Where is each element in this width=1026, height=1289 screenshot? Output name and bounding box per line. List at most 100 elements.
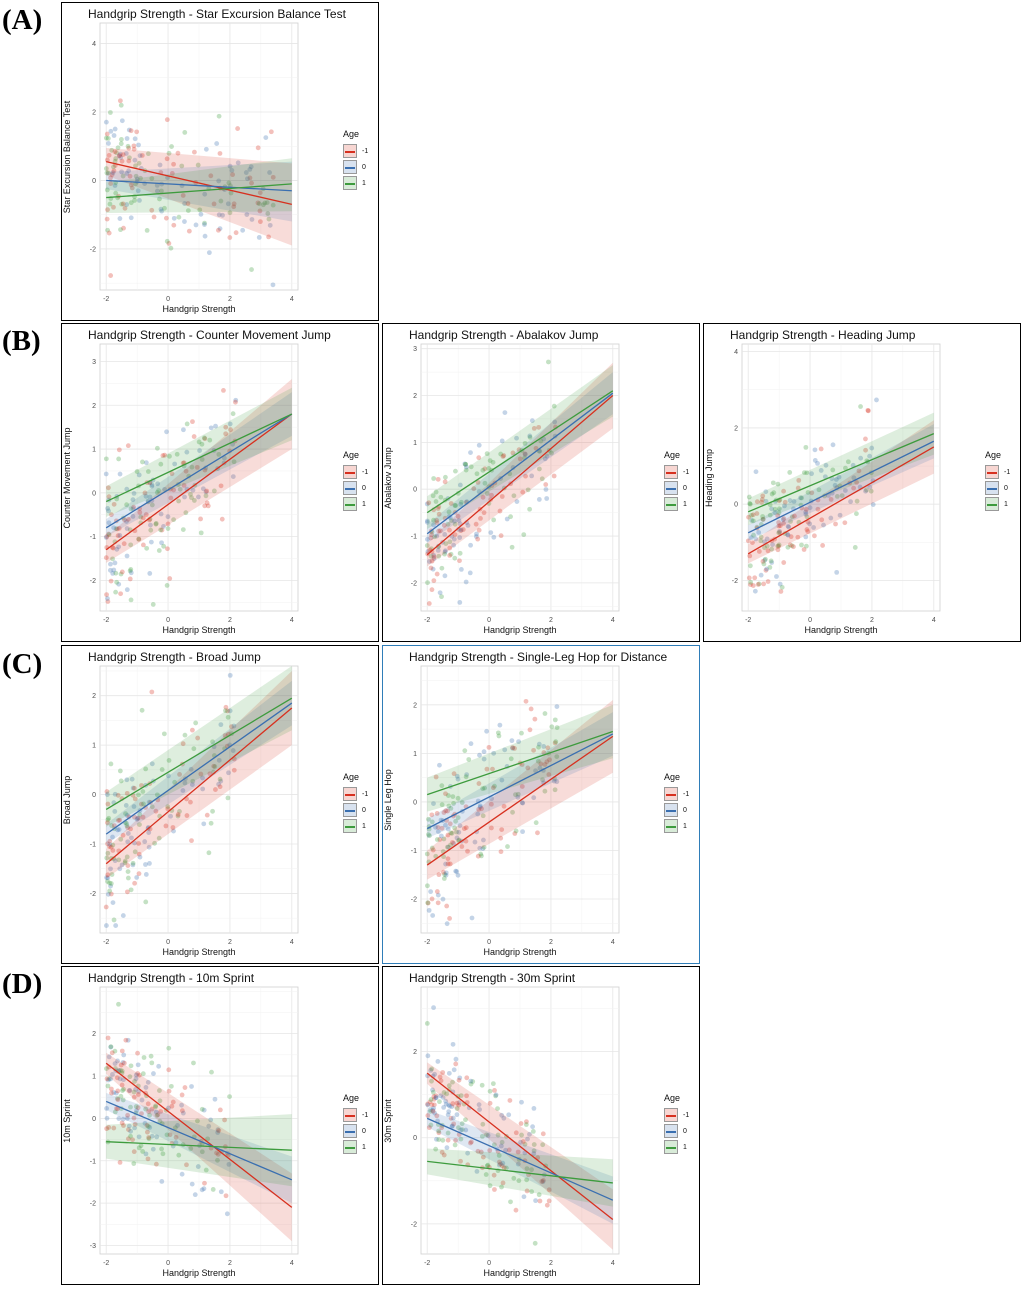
scatter-point [435, 1059, 441, 1064]
scatter-point [128, 1104, 133, 1110]
scatter-point [140, 459, 145, 465]
y-tick-label: -2 [90, 578, 96, 585]
scatter-point [131, 1115, 137, 1121]
scatter-point [107, 838, 113, 844]
scatter-point [180, 193, 186, 198]
scatter-point [804, 527, 810, 532]
y-tick-label: 0 [413, 799, 417, 806]
scatter-point [424, 501, 430, 507]
scatter-point [446, 1109, 452, 1115]
scatter-point [792, 513, 797, 519]
scatter-point [185, 201, 191, 206]
scatter-point [256, 201, 262, 207]
scatter-point [144, 227, 150, 233]
scatter-point [747, 501, 753, 507]
scatter-point [428, 553, 434, 559]
scatter-point [132, 796, 138, 802]
scatter-point [828, 515, 834, 521]
scatter-point [459, 499, 464, 505]
scatter-point [249, 267, 254, 272]
scatter-point [171, 215, 177, 221]
scatter-point [126, 1127, 131, 1132]
scatter-point [772, 510, 778, 515]
scatter-point [159, 1179, 165, 1184]
scatter-point [188, 1146, 194, 1151]
scatter-point [775, 513, 781, 519]
scatter-point [454, 1100, 460, 1106]
scatter-point [552, 740, 558, 746]
regression-line-age--1 [105, 707, 293, 865]
scatter-point [479, 806, 484, 812]
scatter-point [120, 1116, 126, 1122]
x-tick-label: -2 [103, 939, 109, 946]
scatter-point [192, 1192, 198, 1198]
scatter-point [750, 518, 756, 524]
legend-key [343, 481, 357, 495]
scatter-point [132, 880, 138, 886]
scatter-point [447, 539, 453, 545]
scatter-point [203, 1167, 209, 1173]
scatter-point [112, 158, 118, 164]
scatter-point [746, 494, 752, 500]
scatter-point [180, 741, 186, 747]
scatter-point [203, 493, 209, 499]
scatter-point [449, 518, 454, 524]
scatter-point [528, 706, 534, 712]
scatter-point [514, 435, 519, 441]
legend-item: 1 [343, 1139, 368, 1155]
scatter-point [172, 779, 178, 785]
scatter-point [805, 529, 811, 534]
scatter-point [132, 814, 137, 820]
scatter-point [424, 851, 430, 857]
legend-key [343, 497, 357, 511]
y-tick-label: -2 [90, 1201, 96, 1208]
scatter-point [441, 836, 447, 842]
scatter-point [106, 1076, 112, 1082]
scatter-point [228, 427, 233, 433]
scatter-point [447, 1103, 453, 1109]
scatter-point [431, 1105, 436, 1111]
scatter-point [176, 214, 182, 220]
legend-item: 0 [343, 1123, 368, 1139]
scatter-point [531, 426, 537, 431]
scatter-point [487, 1100, 493, 1106]
scatter-point [161, 524, 166, 529]
scatter-point [772, 506, 778, 512]
scatter-point [434, 533, 440, 539]
legend-item: 1 [664, 818, 689, 834]
scatter-point [181, 427, 186, 433]
scatter-point [189, 782, 195, 787]
scatter-point [485, 1133, 491, 1138]
scatter-point [143, 512, 149, 517]
scatter-point [226, 1161, 232, 1167]
regression-line-age--1 [106, 161, 292, 206]
scatter-point [216, 757, 222, 763]
scatter-point [430, 1108, 436, 1114]
legend: Age -1 0 1 [664, 772, 689, 834]
scatter-point [774, 574, 779, 579]
scatter-point [184, 449, 190, 455]
scatter-point [107, 567, 113, 573]
scatter-point [480, 467, 486, 473]
scatter-point [433, 1093, 439, 1099]
scatter-point [116, 544, 122, 550]
scatter-point [454, 869, 460, 874]
scatter-point [429, 1102, 435, 1108]
scatter-point [157, 196, 162, 202]
scatter-point [546, 359, 551, 365]
scatter-point [457, 600, 463, 605]
scatter-point [131, 146, 137, 152]
x-tick-label: -2 [103, 617, 109, 624]
scatter-point [454, 835, 460, 841]
scatter-point [536, 741, 542, 747]
scatter-point [769, 491, 775, 497]
scatter-point [104, 855, 110, 861]
scatter-point [105, 1035, 111, 1041]
scatter-point [104, 1126, 110, 1132]
scatter-point [515, 791, 521, 797]
scatter-point [230, 474, 236, 479]
scatter-point [475, 811, 481, 817]
scatter-point [531, 1142, 537, 1147]
scatter-point [441, 1090, 447, 1095]
scatter-point [503, 1147, 508, 1153]
